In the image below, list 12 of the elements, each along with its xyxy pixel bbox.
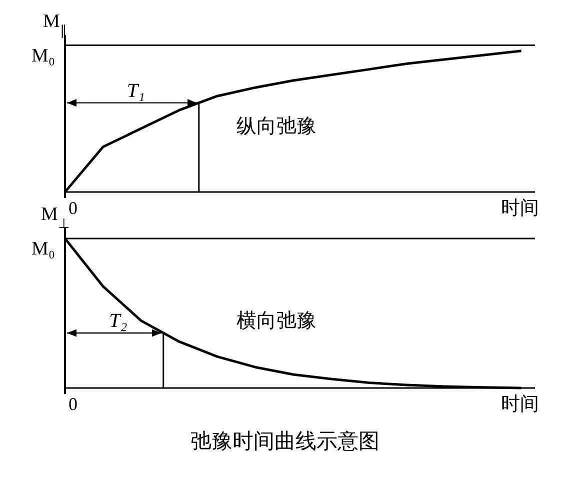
ref-line-label: M₀ bbox=[31, 238, 55, 260]
text: 0 bbox=[68, 394, 78, 414]
ref-line-label: M₀ bbox=[31, 45, 55, 66]
text: 弛豫时间曲线示意图 bbox=[190, 429, 380, 453]
x-axis-title: 时间 bbox=[501, 394, 539, 415]
x-axis-title: 时间 bbox=[501, 198, 539, 219]
text: 0 bbox=[68, 198, 78, 218]
annotation: 横向弛豫 bbox=[236, 310, 316, 332]
y-axis-title: M$_{⊥}$ bbox=[41, 204, 69, 230]
annotation: 纵向弛豫 bbox=[236, 115, 316, 138]
annotation: T₁ bbox=[126, 80, 145, 102]
annotation: T₂ bbox=[109, 310, 128, 332]
